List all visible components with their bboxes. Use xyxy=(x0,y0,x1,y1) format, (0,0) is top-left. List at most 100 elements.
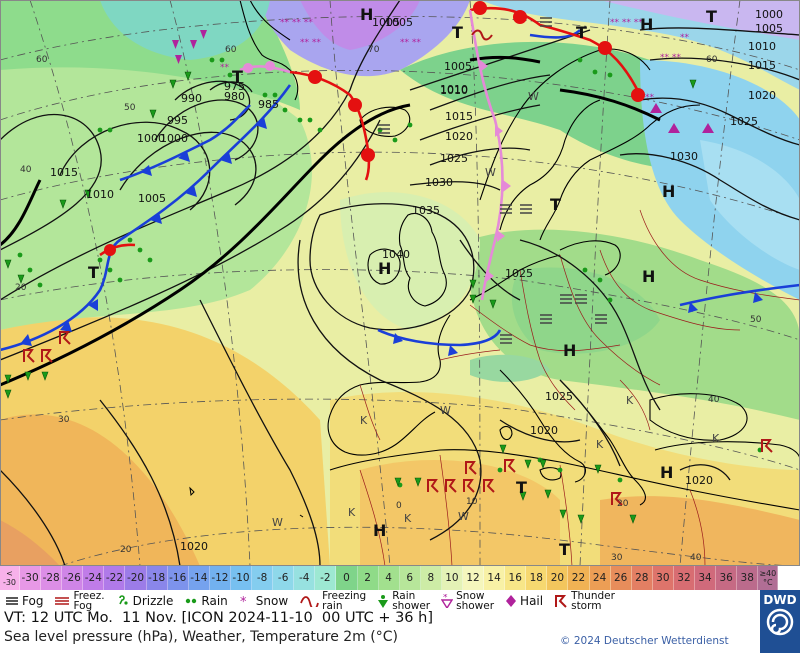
latlon-label: 20 xyxy=(15,283,27,293)
high-pressure-center: H xyxy=(660,463,673,482)
low-pressure-center: T xyxy=(232,67,243,86)
cold-front-teeth xyxy=(20,117,763,356)
temperature-scale-label: 36 xyxy=(719,571,733,584)
high-pressure-center: H xyxy=(662,182,675,201)
high-pressure-center: H xyxy=(642,267,655,286)
temperature-scale-label: -8 xyxy=(256,571,268,584)
latlon-label: 40 xyxy=(708,395,720,405)
temperature-scale-cell: -24 xyxy=(83,566,105,590)
weather-letter: W xyxy=(528,90,539,103)
isobar-label: 980 xyxy=(224,90,245,103)
temperature-scale-cell: 24 xyxy=(589,566,611,590)
isobar-label: 1020 xyxy=(530,424,558,437)
occlusion-markers xyxy=(243,60,511,282)
latlon-label: 70 xyxy=(368,45,380,55)
legend-item: Rain xyxy=(179,590,233,612)
temperature-scale-cell: 2 xyxy=(357,566,379,590)
weather-letter: K xyxy=(360,414,368,427)
freezing-fog-icon xyxy=(54,595,73,607)
legend-item: * Snow xyxy=(234,590,294,612)
isobar-label: 1025 xyxy=(730,115,758,128)
isobar-label: 1005 xyxy=(385,16,413,29)
temperature-scale-label: ≥40 °C xyxy=(759,569,777,587)
latlon-label: 30 xyxy=(611,553,623,563)
temperature-scale-cell: -22 xyxy=(104,566,126,590)
weather-letter: K xyxy=(348,506,356,519)
legend-item: Drizzle xyxy=(111,590,180,612)
rain-shower-symbols xyxy=(4,71,697,524)
isobar-label: 1030 xyxy=(670,150,698,163)
latlon-label: 10 xyxy=(466,497,478,507)
temperature-scale-label: 2 xyxy=(364,571,371,584)
isobar-label: 1005 xyxy=(372,16,400,29)
temperature-scale-cell: 6 xyxy=(399,566,421,590)
weather-letter: W xyxy=(272,516,283,529)
temperature-scale-label: -2 xyxy=(320,571,331,584)
svg-text:**: ** xyxy=(220,63,230,73)
temperature-scale-cell: -30 xyxy=(20,566,42,590)
svg-text:*: * xyxy=(240,595,247,607)
temperature-scale-cell: 10 xyxy=(441,566,463,590)
isobar-label: 1000 xyxy=(137,132,165,145)
legend-item: Fog xyxy=(0,590,49,612)
snow-shower-symbols xyxy=(172,30,207,64)
isobar-label: 1010 xyxy=(440,84,468,97)
fog-symbols xyxy=(378,17,607,344)
temperature-scale-label: -20 xyxy=(126,571,145,584)
temperature-scale-cell: -6 xyxy=(273,566,295,590)
temperature-scale-cell: -4 xyxy=(294,566,316,590)
svg-text:** ** **: ** ** ** xyxy=(610,18,643,28)
hail-icon xyxy=(505,594,520,608)
legend-label: Rain shower xyxy=(392,590,431,612)
thunderstorm-icon xyxy=(554,594,571,608)
temperature-scale-label: -22 xyxy=(105,571,123,584)
isobar-label: 975 xyxy=(224,80,245,93)
temperature-scale-cell: 4 xyxy=(378,566,400,590)
freezing-rain-icon xyxy=(299,595,322,607)
latlon-label: 50 xyxy=(124,103,136,113)
temperature-scale-label: 24 xyxy=(592,571,607,584)
high-pressure-center: H xyxy=(378,259,391,278)
weather-letter: K xyxy=(712,432,720,445)
isobars xyxy=(0,0,800,566)
temperature-scale-label: 4 xyxy=(385,571,392,584)
temperature-scale-cell: < -30 xyxy=(0,566,20,590)
isobar-label: 1010 xyxy=(748,40,776,53)
temperature-field xyxy=(0,0,800,566)
isobar-label: 985 xyxy=(258,98,279,111)
isobar-label: 1025 xyxy=(440,152,468,165)
latlon-label: 20 xyxy=(120,545,132,555)
dwd-logo-text: DWD xyxy=(763,593,797,607)
isobar-label: 1000 xyxy=(160,132,188,145)
thunderstorm-symbols xyxy=(23,331,773,506)
low-pressure-center: T xyxy=(550,195,561,214)
temperature-scale-cell: 30 xyxy=(652,566,674,590)
legend-label: Freez. Fog xyxy=(73,590,105,612)
high-pressure-center: H xyxy=(360,5,373,24)
temperature-scale-label: 16 xyxy=(508,571,522,584)
isobar-label: 1005 xyxy=(755,22,783,35)
isobar-label: 990 xyxy=(181,92,202,105)
temperature-scale-cell: -18 xyxy=(146,566,168,590)
temperature-scale-cell: 12 xyxy=(462,566,485,590)
latlon-label: 20 xyxy=(617,499,629,509)
isobar-label: 1035 xyxy=(412,204,440,217)
snow-symbols: ** ** ** ** ** ** ** ** ** ** ** ** ** *… xyxy=(220,18,690,103)
isobar-label: 1005 xyxy=(444,60,472,73)
isobar-label: 1020 xyxy=(748,89,776,102)
temperature-scale-label: -18 xyxy=(148,571,166,584)
legend-label: Thunder storm xyxy=(571,590,615,612)
isobar-label: 1020 xyxy=(685,474,713,487)
low-pressure-center: T xyxy=(559,540,570,559)
temperature-scale-cell: -14 xyxy=(188,566,210,590)
legend-label: Hail xyxy=(520,594,544,608)
temperature-scale-label: 30 xyxy=(656,571,670,584)
legend-label: Rain xyxy=(201,594,228,608)
pressure-centers: H H H H H H H H T T T T T T T T xyxy=(88,5,717,559)
legend-item: * Snow shower xyxy=(436,590,500,612)
rain-icon xyxy=(184,595,201,607)
isobar-label: 1040 xyxy=(382,248,410,261)
temperature-scale-cell: 36 xyxy=(716,566,738,590)
temperature-scale-label: 28 xyxy=(635,571,649,584)
